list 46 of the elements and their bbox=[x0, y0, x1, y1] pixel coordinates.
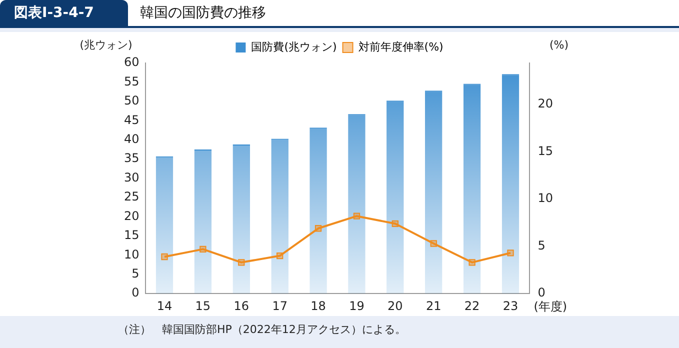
legend-label: 国防費(兆ウォン) bbox=[251, 40, 337, 54]
point bbox=[392, 220, 398, 227]
x-axis-title: (年度) bbox=[534, 300, 568, 314]
y-tick-label: 5 bbox=[132, 266, 140, 281]
chart-title: 図表Ⅰ-3-4-7 bbox=[0, 0, 128, 26]
y2-axis-title: (%) bbox=[549, 38, 569, 52]
x-tick-label: 16 bbox=[234, 298, 250, 313]
y-tick-label: 15 bbox=[124, 228, 140, 242]
y-tick-label: 50 bbox=[124, 94, 140, 108]
x-tick-label: 20 bbox=[388, 298, 403, 313]
y-tick-label: 35 bbox=[124, 151, 140, 166]
chart-subtitle: 韓国の国防費の推移 bbox=[139, 4, 267, 23]
x-tick-label: 23 bbox=[502, 298, 518, 313]
x-tick-label: 21 bbox=[426, 298, 442, 313]
text: （注） 韓国国防部HP（2022年12月アクセス）による。 bbox=[118, 322, 406, 337]
point bbox=[200, 246, 206, 253]
x-tick-label: 22 bbox=[464, 298, 480, 313]
y-tick-label: 40 bbox=[124, 132, 140, 146]
legend-label: 対前年度伸率(%) bbox=[358, 40, 444, 54]
point bbox=[507, 250, 514, 256]
x-tick-label: 15 bbox=[195, 298, 211, 313]
y-tick-label: 55 bbox=[124, 74, 140, 88]
y-tick-label: 0 bbox=[132, 286, 140, 300]
x-tick-label: 17 bbox=[272, 298, 288, 313]
y-tick-label: 45 bbox=[124, 112, 140, 127]
point bbox=[468, 259, 476, 266]
x-tick-label: 14 bbox=[156, 298, 172, 313]
y-tick-label: 20 bbox=[124, 208, 140, 223]
y2-tick-label: 10 bbox=[538, 191, 554, 206]
point bbox=[430, 240, 437, 247]
y-tick-label: 60 bbox=[124, 55, 140, 70]
point bbox=[276, 252, 284, 260]
y-tick-label: 30 bbox=[124, 170, 140, 184]
point bbox=[353, 212, 360, 220]
y-tick-label: 25 bbox=[124, 190, 140, 204]
y-tick-label: 10 bbox=[124, 247, 140, 262]
y2-tick-label: 0 bbox=[538, 286, 546, 300]
x-tick-label: 18 bbox=[310, 298, 326, 313]
y2-tick-label: 20 bbox=[538, 96, 554, 111]
y2-tick-label: 15 bbox=[538, 144, 554, 158]
x-tick-label: 19 bbox=[349, 298, 364, 313]
y2-tick-label: 5 bbox=[538, 238, 546, 252]
y-axis-title: (兆ウォン) bbox=[80, 38, 132, 52]
point bbox=[314, 225, 322, 232]
point bbox=[238, 259, 245, 266]
point bbox=[161, 253, 168, 260]
